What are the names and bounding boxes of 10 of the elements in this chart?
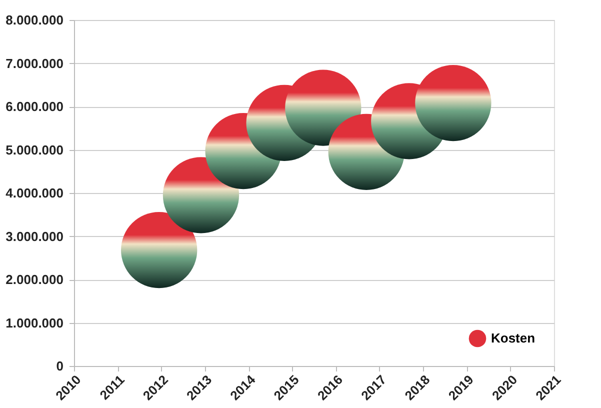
y-tick-label: 2.000.000 (6, 272, 64, 287)
y-tick-label: 5.000.000 (6, 142, 64, 158)
y-tick-label: 0 (56, 358, 64, 374)
legend-label: Kosten (491, 330, 536, 346)
y-tick-label: 1.000.000 (6, 315, 64, 330)
y-tick-label: 6.000.000 (6, 99, 64, 114)
y-tick-label: 7.000.000 (6, 56, 64, 71)
y-tick-label: 3.000.000 (6, 228, 64, 244)
y-tick-label: 4.000.000 (6, 186, 64, 200)
y-tick-label: 8.000.000 (6, 12, 64, 28)
